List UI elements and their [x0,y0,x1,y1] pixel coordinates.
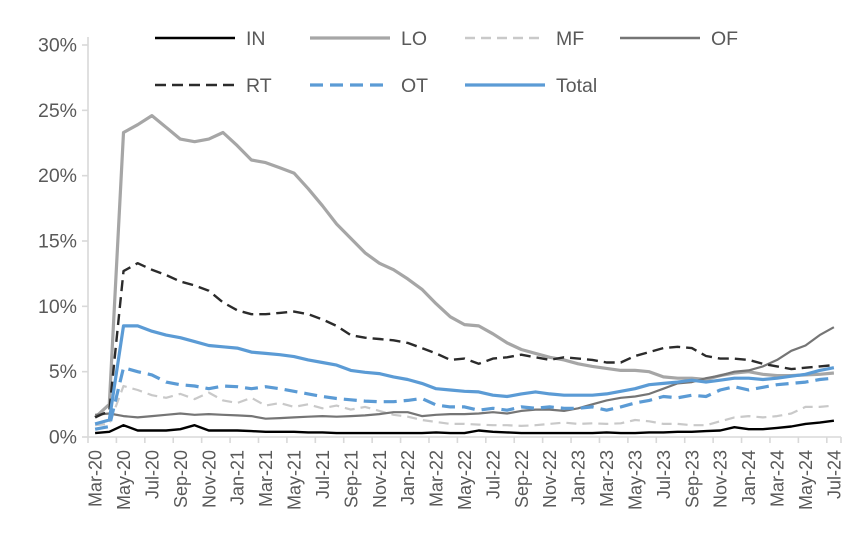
legend-label-ot: OT [401,75,428,97]
x-axis-tick-label: Jul-20 [142,450,162,499]
y-axis-tick-label: 20% [38,165,77,187]
series-line-total [94,324,835,426]
x-axis-tick-label: Sep-22 [512,450,532,508]
series-line-ot [94,366,835,431]
y-axis-tick-label: 0% [49,427,77,449]
x-axis-tick-label: May-21 [285,450,305,510]
series-line-rt [94,262,835,419]
y-axis-tick-label: 5% [49,361,77,383]
x-axis-tick-label: Sep-20 [171,450,191,508]
x-axis-tick-label: Mar-20 [86,450,106,507]
series-line-of [94,326,835,420]
x-axis-tick-label: Sep-21 [341,450,361,508]
x-axis-tick-label: Jan-23 [569,450,589,505]
x-axis-tick-label: May-22 [455,450,475,510]
x-axis-tick-label: Jul-23 [654,450,674,499]
x-axis-tick-label: Jul-21 [313,450,333,499]
series-line-in [94,419,835,435]
legend-label-rt: RT [246,75,272,97]
x-axis-tick-label: Sep-23 [682,450,702,508]
x-axis-tick-label: May-23 [625,450,645,510]
x-axis-tick-label: Mar-24 [768,450,788,507]
x-axis-tick-label: Jan-21 [228,450,248,505]
x-axis-tick-label: Mar-22 [427,450,447,507]
x-axis-tick-label: Jul-22 [483,450,503,499]
x-axis-tick-label: Mar-21 [256,450,276,507]
legend-label-mf: MF [556,28,584,50]
x-axis-tick-label: Nov-22 [540,450,560,508]
x-axis-tick-label: Jan-22 [398,450,418,505]
legend-label-in: IN [246,28,266,50]
legend-label-of: OF [711,28,738,50]
y-axis-tick-label: 10% [38,296,77,318]
x-axis-tick-label: Nov-20 [199,450,219,508]
x-axis-tick-label: May-24 [796,450,816,510]
x-axis-tick-label: May-20 [114,450,134,510]
x-axis-tick-label: Nov-23 [711,450,731,508]
x-axis-tick-label: Jul-24 [824,450,844,499]
legend-label-total: Total [556,75,597,97]
y-axis-tick-label: 15% [38,231,77,253]
series-line-lo [94,113,835,419]
legend-label-lo: LO [401,28,427,50]
x-axis-tick-label: Mar-23 [597,450,617,507]
y-axis-tick-label: 25% [38,100,77,122]
y-axis-tick-label: 30% [38,35,77,57]
series-line-mf [94,384,835,427]
x-axis-tick-label: Nov-21 [370,450,390,508]
x-axis-tick-label: Jan-24 [739,450,759,505]
